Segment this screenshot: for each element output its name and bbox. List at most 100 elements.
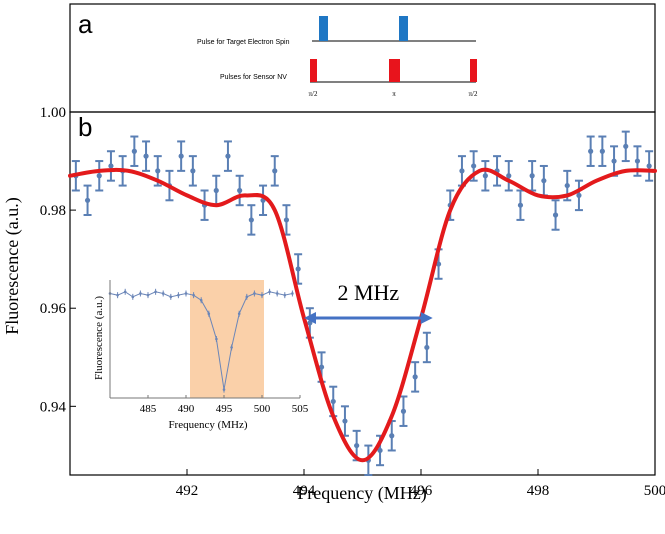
inset-data-point <box>237 312 241 316</box>
data-point <box>84 197 91 203</box>
pulse-label-pi-half-1: π/2 <box>309 90 318 98</box>
x-tick-label: 494 <box>293 483 316 499</box>
sensor-pulse-pi <box>389 59 400 82</box>
data-point <box>295 266 301 272</box>
fwhm-annotation: 2 MHz <box>304 280 433 325</box>
data-point <box>389 433 395 439</box>
data-point <box>611 158 617 164</box>
data-point <box>623 143 629 149</box>
data-point <box>237 187 243 194</box>
data-point <box>517 202 524 208</box>
inset-data-point <box>161 292 165 295</box>
inset-data-point <box>123 290 127 294</box>
fit-curve <box>68 167 657 463</box>
inset-data-point <box>215 337 218 341</box>
data-point <box>190 168 196 174</box>
sensor-pulse-pi-half-2 <box>470 59 477 82</box>
inset-x-tick-label: 500 <box>254 403 271 415</box>
data-point <box>330 398 336 405</box>
inset-data-point <box>169 295 173 299</box>
x-tick-label: 498 <box>527 483 550 499</box>
data-point <box>318 364 325 370</box>
data-point <box>377 447 383 454</box>
y-tick-label: 0.94 <box>40 399 67 415</box>
inset-data-point <box>146 293 150 297</box>
data-point <box>143 153 149 159</box>
data-point <box>108 163 114 169</box>
panel-a-label: a <box>78 9 93 39</box>
data-point <box>482 173 488 179</box>
panel-b-label: b <box>78 112 92 142</box>
data-point <box>213 187 219 194</box>
inset-data-point <box>199 298 203 302</box>
data-point <box>552 212 559 218</box>
data-point <box>576 192 582 198</box>
data-point <box>541 178 547 184</box>
inset-x-tick-label: 505 <box>292 403 309 415</box>
inset-data-point <box>268 290 271 294</box>
y-tick-label: 1.00 <box>40 105 66 121</box>
inset-data-point <box>116 293 119 297</box>
x-tick-label: 492 <box>176 483 199 499</box>
data-point <box>599 148 605 154</box>
inset-y-axis-label: Fluorescence (a.u.) <box>93 296 105 380</box>
inset-axes-layer: 485 490 495 500 505 <box>109 280 309 415</box>
data-point <box>400 408 407 414</box>
x-axis-label: Frequency (MHz) <box>297 483 426 504</box>
data-point <box>435 261 442 267</box>
inset-data-point <box>253 292 256 295</box>
inset-data-point <box>192 293 195 297</box>
inset-data-point <box>245 295 249 299</box>
main-series-layer <box>68 130 657 476</box>
inset-data-point <box>230 346 233 349</box>
pulse-label-pi-half-2: π/2 <box>469 90 478 98</box>
data-point <box>307 320 313 326</box>
data-point <box>342 418 348 424</box>
inset-data-point <box>283 293 287 297</box>
main-plot-frame <box>69 111 656 476</box>
inset-data-point <box>275 292 279 295</box>
y-tick-label: 0.98 <box>40 203 66 219</box>
data-point <box>588 148 594 154</box>
panel-b: 492 494 496 498 500 0.94 0.96 0.98 1.00 b Freque… <box>2 105 665 504</box>
target-spin-pulse-2 <box>399 16 408 41</box>
inset-data-point <box>131 295 135 299</box>
sensor-nv-row-label: Pulses for Sensor NV <box>220 74 287 81</box>
data-point <box>225 153 231 159</box>
data-point <box>646 163 652 169</box>
data-point <box>529 173 535 179</box>
y-axis-label: Fluorescence (a.u.) <box>2 197 23 334</box>
inset-data-point <box>177 293 180 297</box>
inset-x-tick-label: 490 <box>178 403 195 415</box>
inset-x-tick-label: 485 <box>140 403 157 415</box>
data-point <box>634 158 641 164</box>
inset-data-point <box>184 292 188 295</box>
inset-series-layer <box>108 288 294 393</box>
data-point <box>424 344 430 351</box>
pulse-label-pi: π <box>392 90 396 98</box>
fwhm-arrow-head-left <box>304 312 316 325</box>
inset-data-point <box>260 293 264 297</box>
data-point <box>283 217 290 223</box>
inset-data-point <box>154 290 157 294</box>
target-spin-pulse-1 <box>319 16 328 41</box>
y-tick-label: 0.96 <box>40 301 67 317</box>
data-point <box>155 168 161 174</box>
panel-a-frame <box>69 3 656 113</box>
main-axes-layer: 492 494 496 498 500 0.94 0.96 0.98 1.00 <box>40 105 665 499</box>
data-point <box>96 173 102 179</box>
data-point <box>178 153 184 159</box>
inset-chart: 485 490 495 500 505 Frequency (MHz) Fluoresc… <box>93 280 309 431</box>
fwhm-annotation-text: 2 MHz <box>337 280 399 305</box>
target-spin-row-label: Pulse for Target Electron Spin <box>197 39 290 46</box>
x-tick-label: 496 <box>410 483 433 499</box>
data-point <box>412 374 418 380</box>
data-point <box>248 217 254 223</box>
inset-data-point <box>222 388 226 391</box>
data-point <box>506 173 512 179</box>
data-point <box>272 168 278 174</box>
data-point <box>354 442 360 449</box>
data-point <box>564 182 570 189</box>
inset-x-tick-label: 495 <box>216 403 233 415</box>
